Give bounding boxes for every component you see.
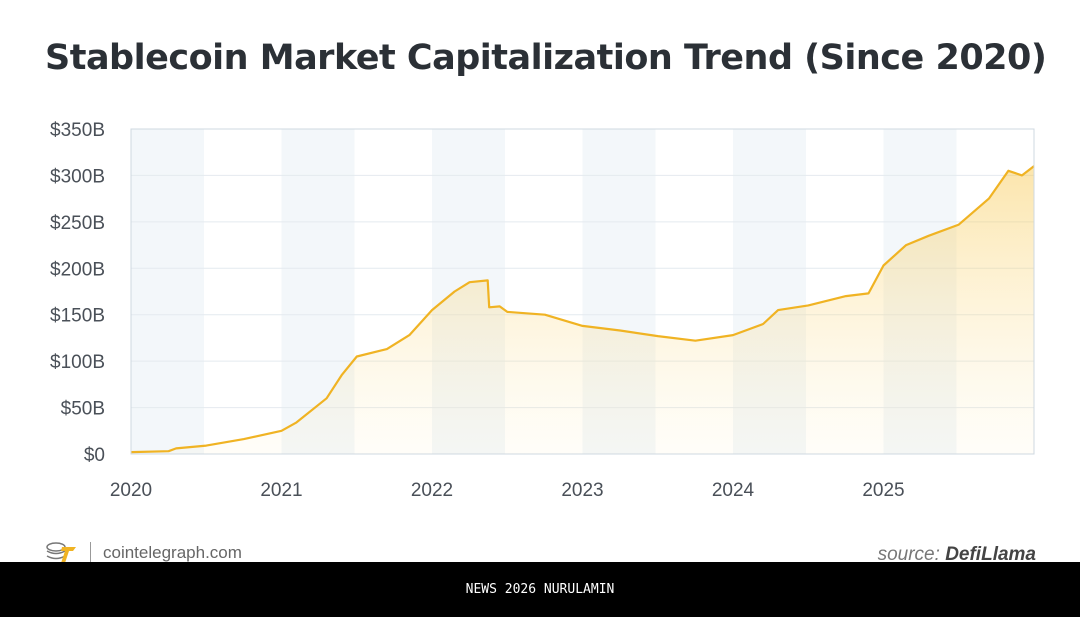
x-tick-label: 2023 (561, 480, 603, 501)
banner-text: NEWS 2026 NURULAMIN (465, 582, 615, 597)
y-tick-label: $300B (50, 166, 105, 187)
plot-frame (130, 128, 1035, 455)
x-tick-label: 2021 (260, 480, 302, 501)
y-tick-label: $250B (50, 213, 105, 234)
y-tick-label: $100B (50, 352, 105, 373)
cointelegraph-logo-icon (46, 542, 76, 563)
site-link[interactable]: cointelegraph.com (103, 543, 242, 562)
x-tick-label: 2024 (712, 480, 755, 501)
chart: $0 $50B $100B $150B $200B $250B $300B $350B 202… (50, 120, 1035, 501)
x-tick-label: 2020 (110, 480, 152, 501)
news-banner: NEWS 2026 NURULAMIN (0, 562, 1080, 617)
source-name: DefiLlama (945, 544, 1036, 565)
y-tick-label: $150B (50, 306, 105, 327)
chart-title: Stablecoin Market Capitalization Trend (… (45, 38, 1047, 78)
y-tick-label: $350B (50, 120, 105, 141)
y-tick-label: $200B (50, 259, 105, 280)
footer-brand: cointelegraph.com (44, 541, 242, 565)
series-line (130, 165, 1035, 454)
source-prefix: source: (877, 544, 940, 565)
x-tick-label: 2022 (411, 480, 453, 501)
y-tick-label: $0 (84, 445, 105, 466)
year-band (131, 129, 204, 454)
area-fill (131, 166, 1034, 454)
y-tick-label: $50B (61, 399, 105, 420)
divider (90, 542, 91, 564)
source-credit: source: DefiLlama (878, 544, 1036, 566)
x-tick-label: 2025 (862, 480, 904, 501)
